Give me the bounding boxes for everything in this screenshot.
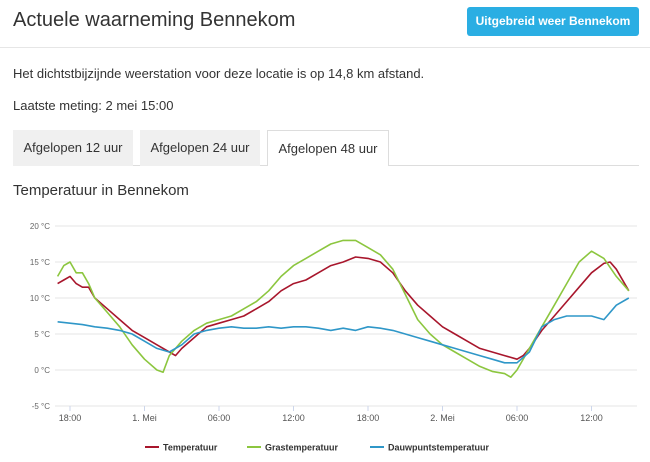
x-tick-label: 06:00 — [208, 413, 231, 423]
series-line-dauwpuntstemperatuur — [57, 297, 630, 364]
last-measurement-text: Laatste meting: 2 mei 15:00 — [13, 98, 174, 113]
tab-48-hours[interactable]: Afgelopen 48 uur — [267, 130, 389, 166]
x-tick-label: 18:00 — [59, 413, 82, 423]
station-info-text: Het dichtstbijzijnde weerstation voor de… — [13, 66, 425, 81]
legend-label: Dauwpuntstemperatuur — [388, 443, 490, 453]
legend-label: Temperatuur — [163, 443, 218, 453]
x-tick-label: 06:00 — [506, 413, 529, 423]
x-tick-label: 12:00 — [580, 413, 603, 423]
page-title: Actuele waarneming Bennekom — [13, 9, 296, 31]
x-tick-label: 18:00 — [357, 413, 380, 423]
y-tick-label: 5 °C — [34, 330, 50, 339]
x-tick-label: 1. Mei — [132, 413, 157, 423]
extended-weather-button[interactable]: Uitgebreid weer Bennekom — [467, 7, 639, 36]
page-header: Actuele waarneming Bennekom Uitgebreid w… — [0, 0, 650, 48]
x-tick-label: 2. Mei — [430, 413, 455, 423]
y-tick-label: 0 °C — [34, 366, 50, 375]
chart-title: Temperatuur in Bennekom — [13, 182, 189, 199]
tab-12-hours[interactable]: Afgelopen 12 uur — [13, 130, 133, 166]
y-tick-label: 15 °C — [30, 258, 50, 267]
x-tick-label: 12:00 — [282, 413, 305, 423]
legend-label: Grastemperatuur — [265, 443, 339, 453]
y-tick-label: 10 °C — [30, 294, 50, 303]
period-tabs: Afgelopen 12 uur Afgelopen 24 uur Afgelo… — [13, 130, 639, 166]
temperature-chart: 20 °C 15 °C 10 °C 5 °C 0 °C -5 °C 18:00 1. Mei 0… — [30, 222, 637, 453]
series-line-temperatuur — [57, 256, 630, 360]
tab-24-hours[interactable]: Afgelopen 24 uur — [140, 130, 260, 166]
y-tick-label: 20 °C — [30, 222, 50, 231]
series-line-grastemperatuur — [56, 239, 630, 378]
y-tick-label: -5 °C — [32, 402, 51, 411]
